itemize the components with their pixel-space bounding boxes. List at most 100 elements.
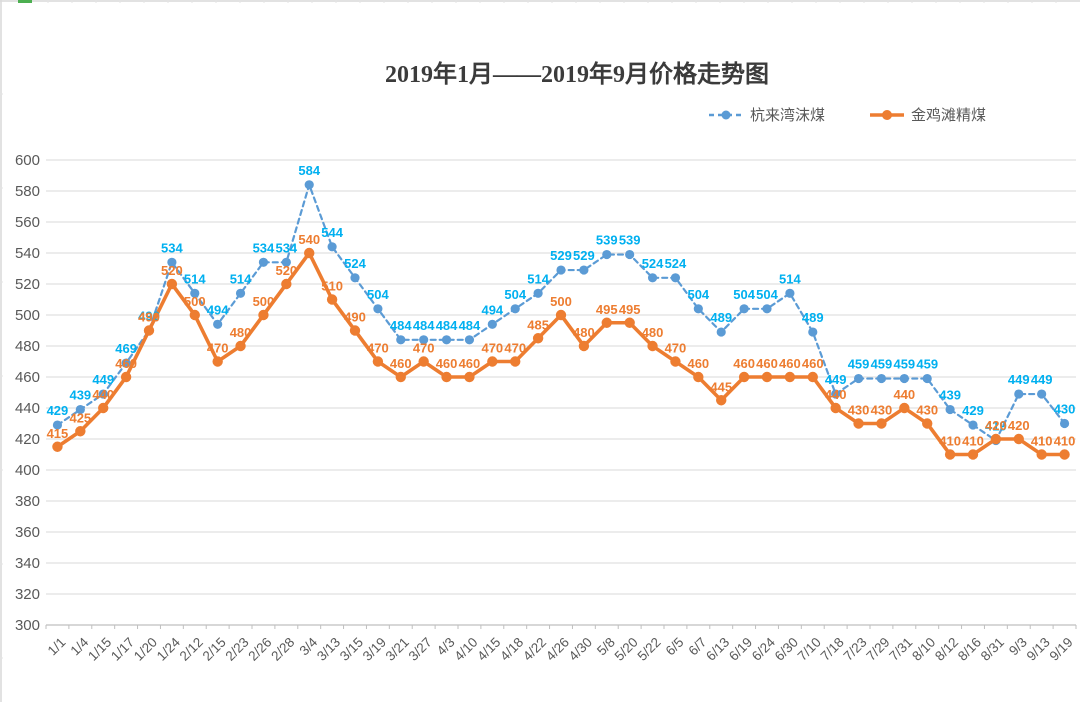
data-label-series-1: 410 [962, 434, 984, 449]
data-label-series-0: 489 [710, 310, 732, 325]
x-axis-label: 3/13 [314, 635, 343, 664]
y-axis-label: 520 [15, 276, 40, 293]
x-axis-label: 1/1 [45, 635, 69, 659]
y-axis-label: 360 [15, 524, 40, 541]
data-label-series-0: 524 [665, 256, 687, 271]
x-axis-label: 2/26 [245, 635, 274, 664]
data-label-series-1: 440 [92, 387, 114, 402]
data-label-series-0: 459 [871, 357, 893, 372]
data-label-series-1: 410 [939, 434, 961, 449]
data-point-series-0 [167, 257, 177, 267]
y-axis-label: 320 [15, 586, 40, 603]
x-axis-label: 2/28 [268, 635, 297, 664]
x-axis-label: 1/24 [154, 634, 184, 664]
data-point-series-1 [990, 433, 1002, 445]
data-label-series-0: 490 [138, 309, 160, 324]
data-point-series-0 [716, 327, 726, 337]
data-label-series-1: 470 [367, 341, 389, 356]
x-axis-label: 3/15 [337, 635, 366, 664]
data-point-series-0 [258, 257, 269, 267]
data-point-series-1 [578, 340, 590, 352]
data-label-series-0: 449 [1008, 372, 1030, 387]
data-point-series-0 [968, 420, 978, 430]
data-label-series-1: 460 [436, 356, 458, 371]
data-point-series-1 [372, 356, 384, 367]
data-label-series-1: 460 [687, 356, 709, 371]
data-label-series-1: 440 [825, 387, 847, 402]
data-label-series-1: 430 [848, 403, 870, 418]
x-axis-label: 8/16 [955, 635, 984, 664]
data-label-series-1: 445 [710, 379, 732, 394]
top-edge-green-tick [18, 0, 32, 3]
data-point-series-1 [532, 333, 544, 344]
data-label-series-0: 529 [573, 248, 595, 263]
data-point-series-1 [418, 356, 429, 367]
legend-item-jinjitan[interactable]: 金鸡滩精煤 [869, 104, 986, 125]
data-point-series-1 [624, 317, 635, 328]
data-label-series-0: 514 [527, 271, 549, 286]
data-point-series-1 [807, 371, 818, 383]
data-point-series-0 [1014, 389, 1024, 399]
x-axis-label: 8/31 [978, 635, 1007, 664]
data-point-series-1 [944, 449, 956, 460]
x-axis-label: 6/13 [703, 635, 732, 664]
x-axis-label: 4/15 [474, 635, 503, 664]
x-axis-label: 6/24 [749, 634, 779, 664]
data-label-series-1: 410 [1031, 434, 1053, 449]
data-point-series-0 [693, 304, 703, 314]
data-point-series-0 [533, 288, 543, 298]
data-label-series-0: 524 [344, 256, 366, 271]
x-axis-label: 2/12 [177, 635, 206, 664]
y-axis-label: 380 [15, 493, 40, 510]
data-label-series-1: 490 [138, 310, 160, 325]
data-point-series-0 [235, 288, 246, 298]
data-label-series-0: 514 [779, 271, 801, 286]
data-point-series-1 [1036, 449, 1047, 460]
data-label-series-1: 460 [115, 356, 137, 371]
data-point-series-0 [647, 273, 658, 283]
data-label-series-0: 459 [916, 357, 938, 372]
data-point-series-1 [120, 371, 132, 383]
data-point-series-0 [922, 373, 932, 384]
x-axis-label: 1/17 [108, 635, 137, 664]
data-point-series-1 [738, 371, 750, 383]
data-label-series-0: 469 [115, 341, 137, 356]
data-point-series-1 [1059, 449, 1070, 460]
data-label-series-0: 534 [275, 240, 297, 255]
data-point-series-1 [761, 371, 773, 383]
data-point-series-1 [601, 317, 612, 328]
data-label-series-0: 504 [367, 287, 389, 302]
data-label-series-1: 470 [481, 341, 503, 356]
data-point-series-1 [349, 325, 361, 336]
data-point-series-1 [258, 309, 269, 321]
data-label-series-1: 430 [916, 403, 938, 418]
data-label-series-1: 510 [321, 279, 343, 294]
data-label-series-0: 459 [848, 357, 870, 372]
data-point-series-0 [190, 288, 200, 298]
data-label-series-1: 500 [184, 294, 206, 309]
x-axis-label: 2/15 [200, 635, 229, 664]
data-point-series-1 [212, 356, 223, 367]
data-label-series-1: 460 [779, 356, 801, 371]
legend-item-hanglaiwan[interactable]: 杭来湾沫煤 [708, 104, 825, 125]
x-axis-label: 4/10 [451, 635, 480, 664]
data-label-series-1: 490 [344, 310, 366, 325]
x-axis-label: 6/5 [663, 635, 687, 659]
legend-marker-solid-icon [869, 109, 904, 120]
data-label-series-0: 529 [550, 248, 572, 263]
data-point-series-1 [784, 371, 796, 383]
data-point-series-0 [945, 404, 955, 415]
data-point-series-0 [487, 319, 497, 329]
data-label-series-0: 534 [161, 240, 183, 255]
data-label-series-1: 470 [504, 341, 526, 356]
data-label-series-1: 480 [573, 325, 595, 340]
data-point-series-1 [830, 402, 841, 414]
x-axis-label: 8/10 [909, 635, 938, 664]
data-label-series-0: 494 [481, 302, 503, 317]
data-point-series-1 [967, 449, 979, 460]
data-label-series-0: 539 [619, 233, 641, 248]
data-label-series-0: 429 [47, 403, 69, 418]
y-axis-label: 480 [15, 338, 40, 355]
data-label-series-1: 540 [298, 232, 320, 247]
